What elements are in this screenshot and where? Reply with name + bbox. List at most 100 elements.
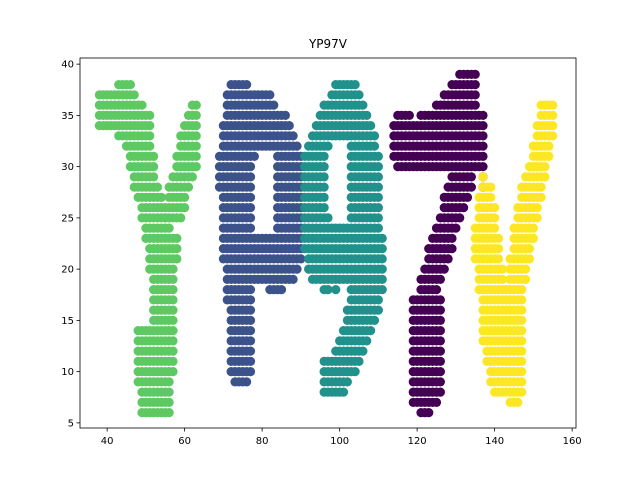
data-point — [354, 356, 364, 366]
y-tick-label: 25 — [61, 213, 74, 224]
data-point — [524, 244, 535, 254]
data-point — [517, 285, 527, 295]
series-4 — [470, 100, 558, 407]
data-point — [292, 264, 302, 274]
data-point — [149, 151, 159, 161]
data-point — [373, 182, 383, 192]
data-point — [145, 110, 155, 120]
data-point — [191, 110, 201, 120]
data-point — [493, 244, 504, 254]
data-point — [490, 203, 500, 213]
data-point — [435, 387, 445, 397]
data-point — [517, 295, 527, 305]
data-point — [191, 121, 201, 131]
data-point — [191, 141, 201, 151]
data-point — [191, 151, 201, 161]
data-point — [424, 408, 434, 418]
data-point — [145, 131, 155, 141]
data-point — [280, 110, 290, 120]
data-point — [435, 356, 445, 366]
data-point — [517, 346, 527, 356]
data-point — [517, 356, 527, 366]
data-point — [172, 233, 182, 243]
data-point — [362, 336, 372, 346]
data-point — [517, 387, 527, 397]
data-point — [245, 162, 256, 172]
chart-title: YP97V — [308, 37, 348, 51]
data-point — [187, 172, 197, 182]
data-point — [517, 326, 527, 336]
x-tick-label: 40 — [101, 436, 114, 447]
data-point — [288, 274, 298, 284]
data-point — [521, 264, 531, 274]
data-point — [478, 151, 488, 161]
series-2 — [300, 80, 387, 397]
data-point — [470, 80, 480, 90]
data-point — [466, 182, 476, 192]
data-point — [156, 192, 166, 202]
data-point — [377, 274, 387, 284]
plot-area — [94, 69, 558, 418]
data-point — [164, 387, 174, 397]
y-tick-label: 5 — [68, 418, 74, 429]
data-point — [245, 315, 256, 325]
data-point — [478, 131, 488, 141]
data-point — [435, 367, 445, 377]
data-point — [249, 151, 259, 161]
data-point — [149, 162, 159, 172]
data-point — [470, 90, 480, 100]
data-point — [536, 192, 546, 202]
data-point — [331, 285, 341, 295]
data-point — [528, 223, 538, 233]
y-tick-label: 30 — [61, 162, 74, 173]
data-point — [377, 233, 387, 243]
data-point — [544, 141, 554, 151]
data-point — [288, 131, 298, 141]
data-point — [540, 162, 550, 172]
data-point — [548, 110, 558, 120]
data-point — [168, 274, 178, 284]
data-point — [451, 223, 461, 233]
data-point — [486, 182, 496, 192]
data-point — [245, 326, 256, 336]
data-point — [478, 172, 488, 182]
data-point — [369, 315, 380, 325]
data-point — [532, 213, 542, 223]
data-point — [435, 295, 445, 305]
x-tick-label: 140 — [485, 436, 504, 447]
data-point — [319, 182, 329, 192]
data-point — [164, 397, 174, 407]
data-point — [548, 131, 558, 141]
data-point — [497, 274, 507, 284]
data-point — [435, 326, 445, 336]
data-point — [536, 182, 546, 192]
data-point — [513, 397, 523, 407]
data-point — [350, 80, 360, 90]
y-tick-label: 35 — [61, 111, 74, 122]
x-tick-label: 120 — [408, 436, 427, 447]
data-point — [164, 408, 174, 418]
data-point — [478, 162, 488, 172]
data-point — [493, 233, 504, 243]
data-point — [358, 346, 368, 356]
data-point — [168, 336, 178, 346]
data-point — [490, 213, 500, 223]
data-point — [276, 285, 287, 295]
data-point — [517, 305, 527, 315]
data-point — [435, 305, 445, 315]
data-point — [168, 264, 178, 274]
data-point — [242, 377, 252, 387]
data-point — [164, 223, 174, 233]
data-point — [265, 90, 275, 100]
data-point — [168, 356, 178, 366]
data-point — [183, 182, 194, 192]
x-axis: 40 60 80 100 120 140 160 — [101, 428, 582, 447]
data-point — [164, 377, 174, 387]
data-point — [377, 244, 387, 254]
data-point — [493, 254, 504, 264]
data-point — [373, 172, 383, 182]
x-tick-label: 100 — [330, 436, 349, 447]
data-point — [245, 203, 256, 213]
data-point — [373, 162, 383, 172]
data-point — [540, 172, 550, 182]
